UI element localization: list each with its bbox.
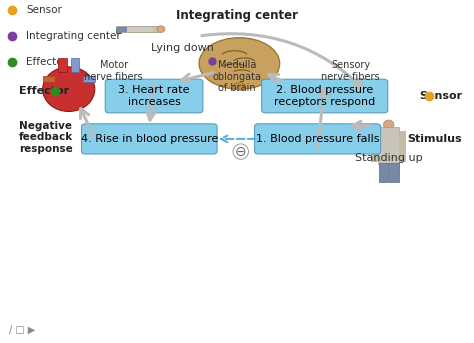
Text: Effector: Effector [19, 86, 69, 96]
Text: Standing up: Standing up [355, 153, 422, 163]
Text: Negative
feedback
response: Negative feedback response [19, 121, 73, 154]
Bar [390, 163, 399, 182]
FancyBboxPatch shape [82, 124, 217, 154]
Bar [58, 58, 67, 72]
Text: Sensor: Sensor [26, 5, 62, 15]
Text: 2. Blood pressure
receptors respond: 2. Blood pressure receptors respond [274, 85, 375, 107]
Bar [116, 26, 159, 32]
Bar [371, 131, 378, 162]
Text: Lying down: Lying down [151, 43, 214, 53]
Text: Medulla
oblongata
of brain: Medulla oblongata of brain [212, 60, 262, 93]
Text: / □ ▶: / □ ▶ [9, 324, 36, 334]
Text: 1. Blood pressure falls: 1. Blood pressure falls [256, 134, 379, 144]
FancyBboxPatch shape [255, 124, 381, 154]
FancyBboxPatch shape [262, 79, 388, 113]
Text: Sensory
nerve fibers: Sensory nerve fibers [321, 60, 380, 82]
Text: Stimulus: Stimulus [408, 134, 462, 144]
Bar [378, 127, 399, 164]
Text: ⊖: ⊖ [235, 145, 246, 158]
Bar [117, 27, 127, 32]
Bar [43, 76, 55, 82]
Bar [116, 27, 121, 33]
Ellipse shape [43, 67, 95, 111]
Bar [71, 58, 79, 72]
Bar [126, 27, 153, 32]
Text: Integrating center: Integrating center [176, 9, 298, 22]
Bar [83, 76, 95, 82]
Text: 3. Heart rate
increases: 3. Heart rate increases [118, 85, 190, 107]
Bar [399, 131, 406, 162]
Text: Integrating center: Integrating center [26, 31, 121, 41]
Ellipse shape [233, 83, 246, 90]
FancyBboxPatch shape [105, 79, 203, 113]
Ellipse shape [383, 120, 394, 129]
Text: Effector: Effector [26, 57, 67, 67]
Text: 4. Rise in blood pressure: 4. Rise in blood pressure [81, 134, 218, 144]
Ellipse shape [199, 38, 280, 89]
Text: Motor
nerve fibers: Motor nerve fibers [84, 60, 143, 82]
Ellipse shape [157, 26, 165, 33]
Text: Sensor: Sensor [419, 91, 462, 101]
Bar [379, 163, 388, 182]
